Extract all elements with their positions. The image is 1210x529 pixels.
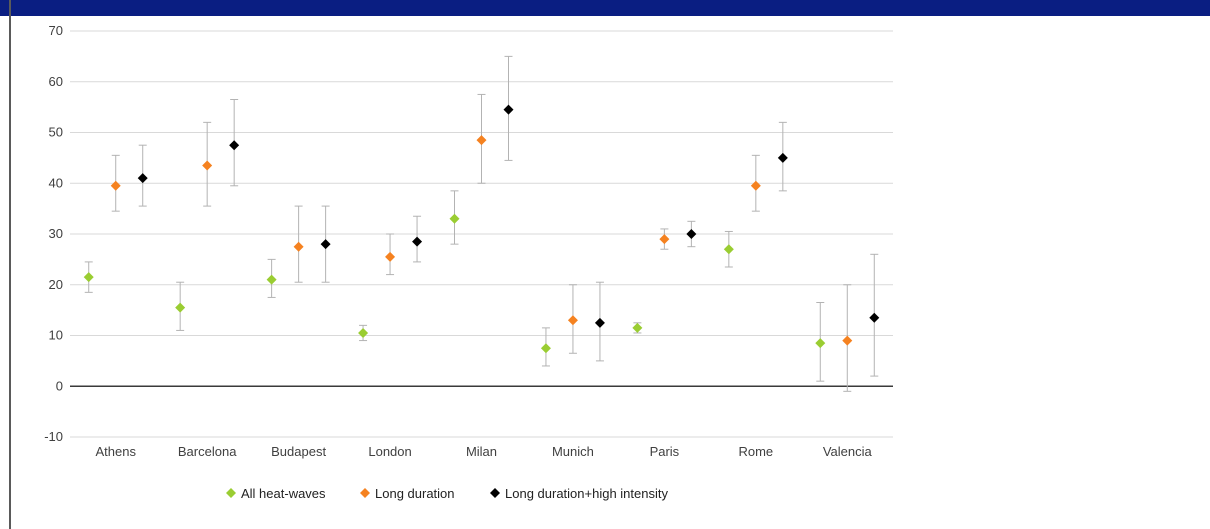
data-point-long-duration-high-intensity-munich [594,317,605,328]
data-point-long-duration-high-intensity-budapest [320,239,331,250]
data-point-long-duration-paris [659,234,670,245]
legend-marker-all-heat-waves [226,488,236,498]
x-tick-label-rome: Rome [738,444,773,459]
y-tick-label: -10 [44,429,63,444]
data-point-all-heat-waves-paris [632,322,643,333]
gridlines [70,30,893,438]
data-point-all-heat-waves-budapest [266,274,277,285]
data-points [83,104,880,354]
x-tick-label-budapest: Budapest [271,444,326,459]
data-point-long-duration-high-intensity-rome [777,152,788,163]
data-point-long-duration-budapest [293,241,304,252]
legend-label-all-heat-waves: All heat-waves [241,486,326,501]
y-axis-ticks: -10 0 10 20 30 40 50 60 70 [44,23,63,444]
legend-label-long-duration: Long duration [375,486,455,501]
data-point-all-heat-waves-rome [723,244,734,255]
left-border [9,0,11,529]
data-point-long-duration-valencia [842,335,853,346]
legend-marker-long-duration-high-intensity [490,488,500,498]
y-tick-label: 10 [49,328,63,343]
data-point-long-duration-high-intensity-barcelona [229,140,240,151]
data-point-long-duration-athens [110,180,121,191]
x-axis-ticks: Athens Barcelona Budapest London Milan Munich… [95,444,872,459]
y-tick-label: 20 [49,277,63,292]
data-point-long-duration-london [385,251,396,262]
legend: All heat-waves Long duration Long durati… [226,486,668,501]
legend-label-long-duration-high-intensity: Long duration+high intensity [505,486,668,501]
data-point-all-heat-waves-london [358,327,369,338]
x-tick-label-athens: Athens [95,444,136,459]
data-point-long-duration-high-intensity-milan [503,104,514,115]
data-point-long-duration-high-intensity-london [412,236,423,247]
x-tick-label-valencia: Valencia [823,444,873,459]
x-tick-label-milan: Milan [466,444,497,459]
x-tick-label-london: London [368,444,411,459]
data-point-all-heat-waves-athens [83,272,94,283]
legend-marker-long-duration [360,488,370,498]
data-point-long-duration-high-intensity-paris [686,229,697,239]
x-tick-label-paris: Paris [650,444,680,459]
data-point-long-duration-rome [750,180,761,191]
data-point-long-duration-milan [476,135,487,146]
x-tick-label-munich: Munich [552,444,594,459]
y-tick-label: 50 [49,125,63,140]
data-point-long-duration-munich [567,315,578,326]
error-bars [84,55,879,392]
data-point-all-heat-waves-milan [449,213,460,224]
x-tick-label-barcelona: Barcelona [178,444,237,459]
y-tick-label: 60 [49,74,63,89]
data-point-all-heat-waves-barcelona [175,302,186,313]
y-tick-label: 0 [56,378,63,393]
header-band [0,0,1210,16]
data-point-long-duration-barcelona [202,160,213,171]
data-point-long-duration-high-intensity-athens [137,173,148,184]
data-point-all-heat-waves-valencia [815,338,826,349]
y-tick-label: 70 [49,23,63,38]
y-tick-label: 30 [49,226,63,241]
data-point-all-heat-waves-munich [540,343,551,354]
y-tick-label: 40 [49,175,63,190]
data-point-long-duration-high-intensity-valencia [869,312,880,323]
